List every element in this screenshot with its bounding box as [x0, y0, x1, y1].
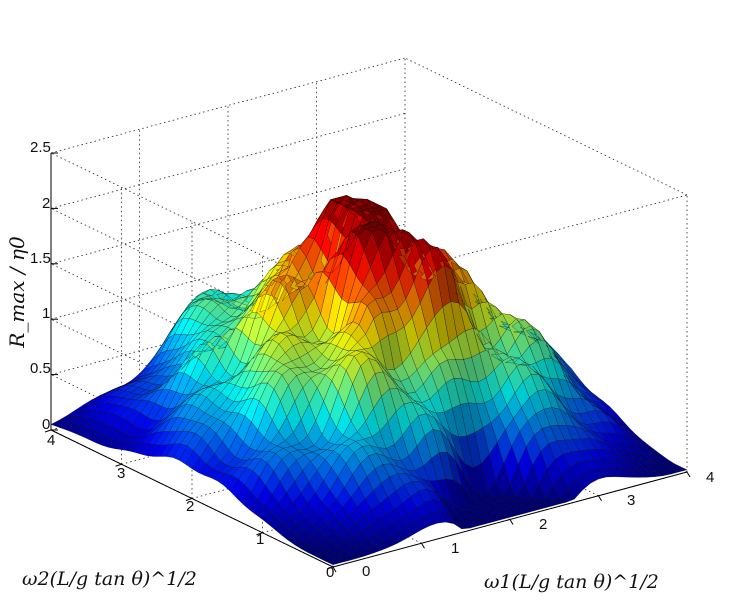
z-axis-ticks: 0 0.5 1 1.5 2 2.5: [30, 139, 51, 433]
y-axis-ticks: 0 1 2 3 4: [47, 432, 334, 581]
y-tick-label: 3: [117, 465, 125, 482]
y-tick-label: 0: [326, 564, 334, 581]
z-axis-label: R_max / η0: [5, 236, 29, 349]
y-tick-label: 1: [256, 531, 264, 548]
y-tick-label: 4: [47, 432, 55, 449]
z-tick-label: 0: [42, 416, 50, 433]
x-tick-label: 2: [539, 516, 547, 533]
surface-cell: [671, 466, 688, 473]
z-tick-label: 2.5: [30, 139, 51, 156]
x-tick-label: 3: [627, 492, 635, 509]
z-tick-label: 1: [42, 305, 50, 322]
z-tick-label: 0.5: [30, 360, 51, 377]
y-axis-label: ω2(L/g tan θ)^1/2: [22, 568, 197, 590]
z-tick-label: 1.5: [30, 250, 51, 267]
x-axis-ticks: 0 1 2 3 4: [362, 469, 714, 580]
x-tick-label: 0: [362, 563, 370, 580]
z-tick-label: 2: [42, 195, 50, 212]
x-axis-label: ω1(L/g tan θ)^1/2: [484, 571, 659, 593]
x-tick-label: 1: [451, 540, 459, 557]
surface-mesh: [50, 194, 688, 565]
axes-box: [44, 152, 691, 573]
y-tick-label: 2: [186, 498, 194, 515]
x-tick-label: 4: [706, 469, 714, 486]
